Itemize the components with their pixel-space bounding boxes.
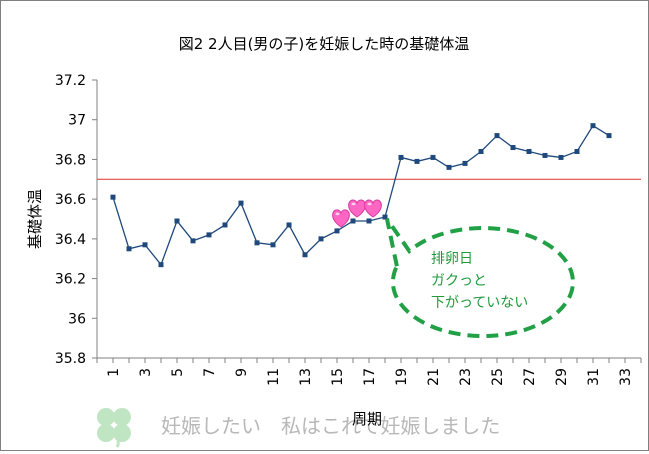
data-point	[558, 154, 564, 160]
data-point	[158, 262, 164, 268]
data-point	[414, 158, 420, 164]
data-point	[318, 236, 324, 242]
data-point	[302, 252, 308, 258]
data-point	[574, 148, 580, 154]
clover-icon	[97, 408, 131, 448]
x-tick-label: 9	[234, 368, 250, 377]
data-point	[174, 218, 180, 224]
data-point	[350, 218, 356, 224]
x-tick-label: 21	[426, 368, 442, 386]
callout-line-2: ガクっと	[431, 273, 487, 289]
data-point	[286, 222, 292, 228]
y-tick-labels: 35.8 36 36.2 36.4 36.6 36.8 37 37.2	[55, 73, 86, 367]
callout-line-1: 排卵日	[431, 251, 473, 267]
data-point	[606, 133, 612, 139]
data-point	[494, 133, 500, 139]
data-point	[334, 228, 340, 234]
data-point	[142, 242, 148, 248]
data-point	[590, 123, 596, 129]
x-tick-label: 29	[554, 368, 570, 386]
y-axis-label: 基礎体温	[26, 189, 44, 249]
axes	[92, 79, 642, 363]
data-point	[478, 148, 484, 154]
heart-icon	[348, 199, 366, 218]
callout-line-3: 下がっていない	[431, 295, 528, 311]
y-tick-label: 37	[68, 113, 86, 129]
callout-shape	[385, 217, 575, 339]
watermark-text: 妊娠したい 私はこれで妊娠しました	[161, 414, 500, 438]
data-point	[398, 154, 404, 160]
y-tick-label: 36	[68, 311, 86, 327]
x-axis-label: 周期	[352, 410, 382, 428]
y-tick-label: 35.8	[55, 351, 86, 367]
x-tick-label: 17	[362, 368, 378, 386]
callout: 排卵日 ガクっと 下がっていない	[385, 217, 575, 339]
data-point	[542, 152, 548, 158]
x-tick-label: 3	[138, 368, 154, 377]
data-point	[238, 200, 244, 206]
x-tick-label: 11	[266, 368, 282, 386]
data-point	[270, 242, 276, 248]
y-tick-label: 36.2	[55, 272, 86, 288]
data-points	[110, 123, 612, 268]
data-point	[446, 164, 452, 170]
x-tick-label: 23	[458, 368, 474, 386]
y-tick-label: 36.6	[55, 192, 86, 208]
data-point	[430, 154, 436, 160]
data-point	[110, 194, 116, 200]
series-line	[112, 124, 610, 266]
x-tick-label: 19	[394, 368, 410, 386]
data-point	[206, 232, 212, 238]
x-tick-label: 1	[106, 368, 122, 377]
data-point	[382, 214, 388, 220]
x-tick-label: 13	[298, 368, 314, 386]
x-tick-label: 7	[202, 368, 218, 377]
x-tick-label: 27	[522, 368, 538, 386]
data-point	[254, 240, 260, 246]
data-point	[462, 160, 468, 166]
data-point	[126, 246, 132, 252]
data-point	[510, 145, 516, 151]
data-point	[222, 222, 228, 228]
x-tick-label: 5	[170, 368, 186, 377]
watermark: 妊娠したい 私はこれで妊娠しました	[97, 408, 500, 448]
x-tick-label: 25	[490, 368, 506, 386]
heart-icon	[332, 209, 350, 228]
y-tick-label: 36.8	[55, 152, 86, 168]
hearts	[332, 199, 382, 228]
data-point	[190, 238, 196, 244]
x-tick-label: 31	[586, 368, 602, 386]
data-point	[366, 218, 372, 224]
heart-icon	[364, 199, 382, 218]
y-tick-label: 37.2	[55, 73, 86, 89]
x-tick-label: 15	[330, 368, 346, 386]
x-tick-labels: 1 3 5 7 9 11 13 15 17 19 21 23 25 27 29 31 33	[106, 368, 634, 386]
y-tick-label: 36.4	[55, 232, 86, 248]
chart-title: 図2 2人目(男の子)を妊娠した時の基礎体温	[179, 35, 470, 53]
x-tick-label: 33	[618, 368, 634, 386]
data-point	[526, 148, 532, 154]
